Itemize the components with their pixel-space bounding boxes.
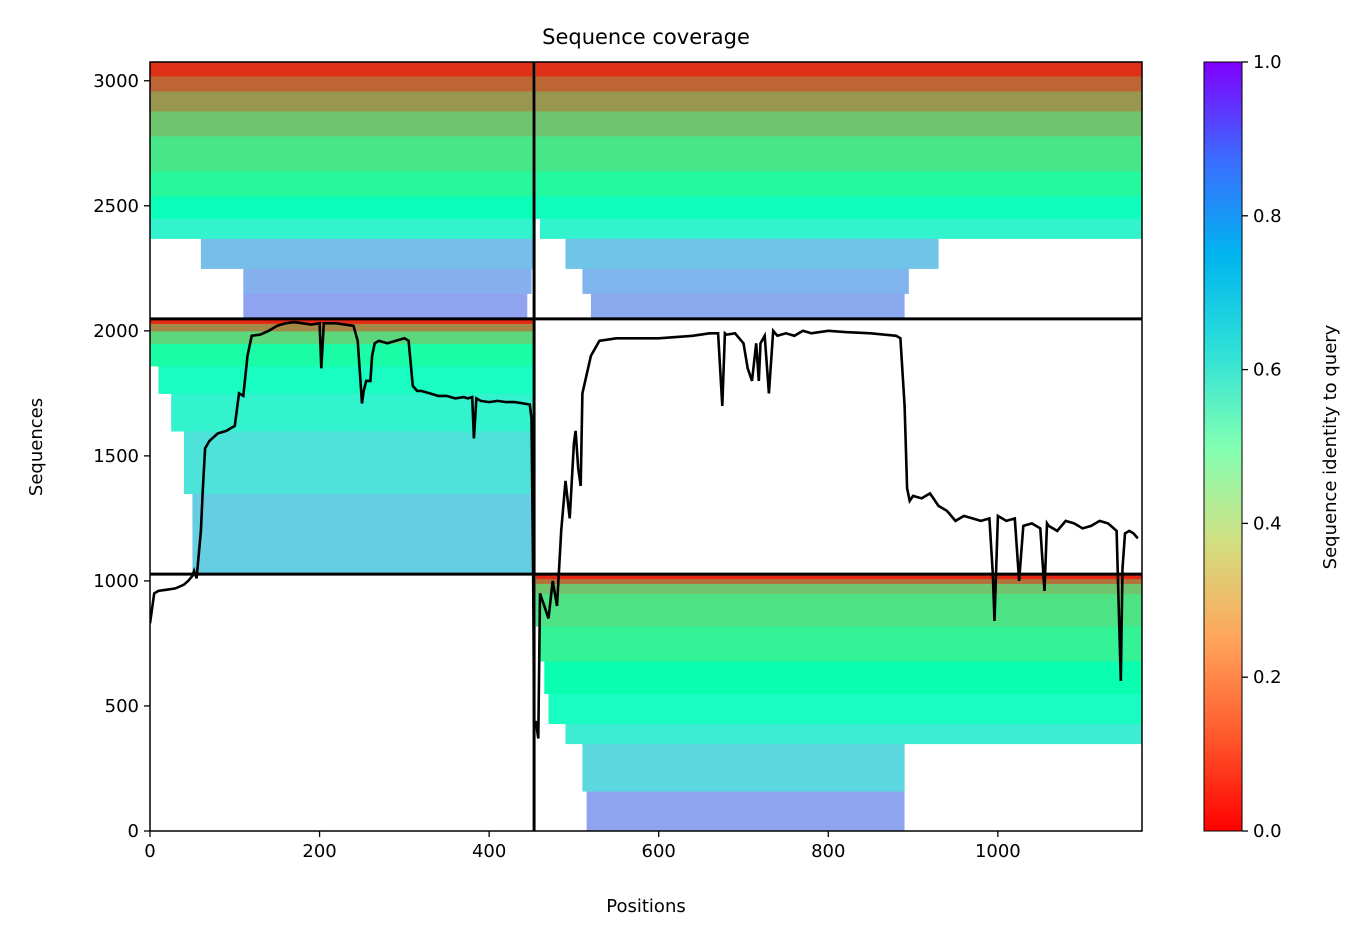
x-tick-label: 200 [302, 841, 336, 862]
heatmap-band [535, 62, 1142, 77]
heatmap-band [150, 330, 535, 344]
heatmap-band [548, 693, 1142, 725]
y-axis-ticks: 0 500 1000 1500 2000 2500 3000 [93, 71, 150, 842]
heatmap-band [535, 90, 1142, 112]
colorbar-ticks: 0.0 0.2 0.4 0.6 0.8 1.0 [1242, 52, 1282, 842]
heatmap-band [192, 493, 535, 575]
heatmap-band [582, 743, 905, 792]
y-tick-label: 1500 [93, 446, 139, 467]
colorbar-tick-label: 0.8 [1253, 206, 1282, 227]
heatmap-band [200, 238, 535, 269]
chart-title: Sequence coverage [542, 25, 750, 49]
x-axis-label: Positions [606, 896, 685, 917]
heatmap-band [150, 62, 535, 77]
coverage-heatmap [150, 62, 1142, 831]
heatmap-band [544, 660, 1142, 694]
coverage-line [150, 320, 1139, 739]
colorbar-tick-label: 0.6 [1253, 360, 1282, 381]
y-tick-label: 2500 [93, 196, 139, 217]
heatmap-band [150, 218, 535, 239]
colorbar-label: Sequence identity to query [1320, 324, 1341, 569]
colorbar-tick-label: 0.4 [1253, 513, 1282, 534]
heatmap-band [243, 293, 528, 320]
heatmap-band [535, 135, 1142, 172]
colorbar [1203, 61, 1243, 832]
heatmap-band [150, 323, 535, 332]
x-tick-label: 0 [144, 841, 155, 862]
x-tick-label: 800 [811, 841, 845, 862]
x-axis-ticks: 0 200 400 600 800 1000 [144, 831, 1021, 862]
heatmap-band [158, 365, 535, 394]
heatmap-band [150, 195, 535, 219]
heatmap-band [150, 318, 535, 324]
x-tick-label: 1000 [975, 841, 1021, 862]
heatmap-band [590, 293, 905, 320]
heatmap-band [150, 343, 535, 367]
heatmap-band [540, 625, 1142, 662]
heatmap-band [150, 110, 535, 137]
heatmap-band [535, 110, 1142, 137]
heatmap-band [150, 75, 535, 92]
colorbar-tick-label: 0.0 [1253, 821, 1282, 842]
heatmap-band [150, 170, 535, 197]
heatmap-band [565, 238, 939, 269]
heatmap-band [540, 218, 1142, 239]
colorbar-tick-label: 0.2 [1253, 667, 1282, 688]
heatmap-band [150, 90, 535, 112]
heatmap-band [183, 430, 535, 494]
x-tick-label: 600 [642, 841, 676, 862]
heatmap-band [586, 791, 905, 831]
heatmap-band [243, 268, 532, 294]
colorbar-tick-label: 1.0 [1253, 52, 1282, 73]
heatmap-band [535, 195, 1142, 219]
heatmap-band [535, 578, 1142, 584]
heatmap-band [535, 574, 1142, 580]
y-axis-label: Sequences [26, 398, 47, 496]
heatmap-band [535, 170, 1142, 197]
plot-frame [149, 61, 1143, 832]
y-tick-label: 0 [128, 821, 139, 842]
heatmap-band [535, 593, 1142, 627]
y-tick-label: 3000 [93, 71, 139, 92]
heatmap-band [535, 583, 1142, 594]
heatmap-band [535, 75, 1142, 92]
x-tick-label: 400 [472, 841, 506, 862]
y-tick-label: 1000 [93, 571, 139, 592]
heatmap-band [582, 268, 909, 294]
heatmap-band [565, 723, 1142, 745]
heatmap-band [150, 135, 535, 172]
y-tick-label: 500 [105, 696, 139, 717]
y-tick-label: 2000 [93, 321, 139, 342]
